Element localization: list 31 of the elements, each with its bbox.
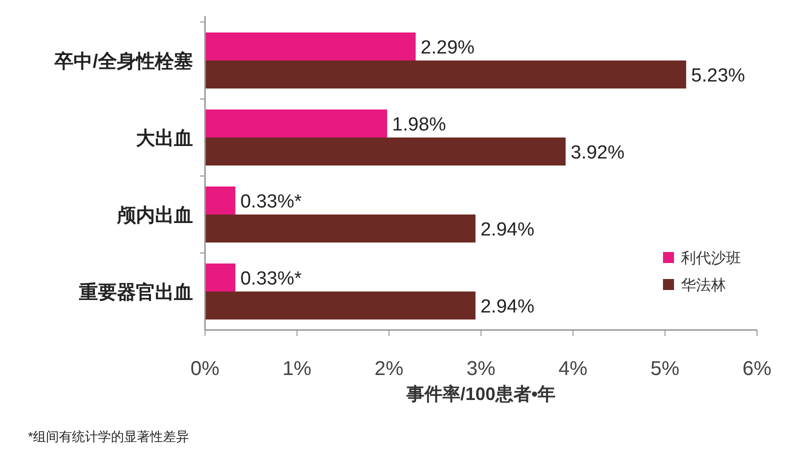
bar	[205, 32, 416, 60]
bar	[205, 214, 476, 242]
x-tick-label: 2%	[374, 358, 404, 380]
data-label: 1.98%	[392, 114, 446, 136]
data-label: 0.33%*	[240, 268, 302, 290]
legend-label: 华法林	[681, 277, 726, 294]
y-tick-label: 重要器官出血	[78, 282, 193, 304]
data-label: 0.33%*	[240, 192, 302, 212]
x-axis-title: 事件率/100患者•年	[405, 384, 556, 404]
data-label: 3.92%	[570, 142, 625, 164]
text: *组间有统计学的显著性差异	[28, 429, 190, 444]
y-tick-label: 大出血	[136, 128, 193, 150]
x-tick-label: 5%	[650, 358, 680, 380]
x-tick-label: 3%	[466, 358, 496, 380]
bar	[205, 264, 236, 292]
bar	[205, 186, 236, 214]
x-tick-label: 4%	[558, 358, 588, 380]
x-tick-label: 0%	[190, 358, 220, 380]
x-tick-label: 6%	[742, 358, 772, 380]
y-tick-label: 卒中/全身性栓塞	[54, 50, 193, 72]
bar	[205, 292, 476, 320]
y-tick-label: 颅内出血	[116, 204, 193, 226]
bar	[205, 138, 566, 166]
data-label: 5.23%	[691, 66, 746, 86]
data-label: 2.94%	[480, 220, 534, 240]
bar	[205, 110, 388, 138]
legend-label: 利代沙班	[681, 250, 741, 267]
data-label: 2.29%	[420, 38, 475, 58]
bar	[205, 60, 686, 88]
data-label: 2.94%	[480, 296, 534, 318]
x-tick-label: 1%	[282, 358, 312, 380]
